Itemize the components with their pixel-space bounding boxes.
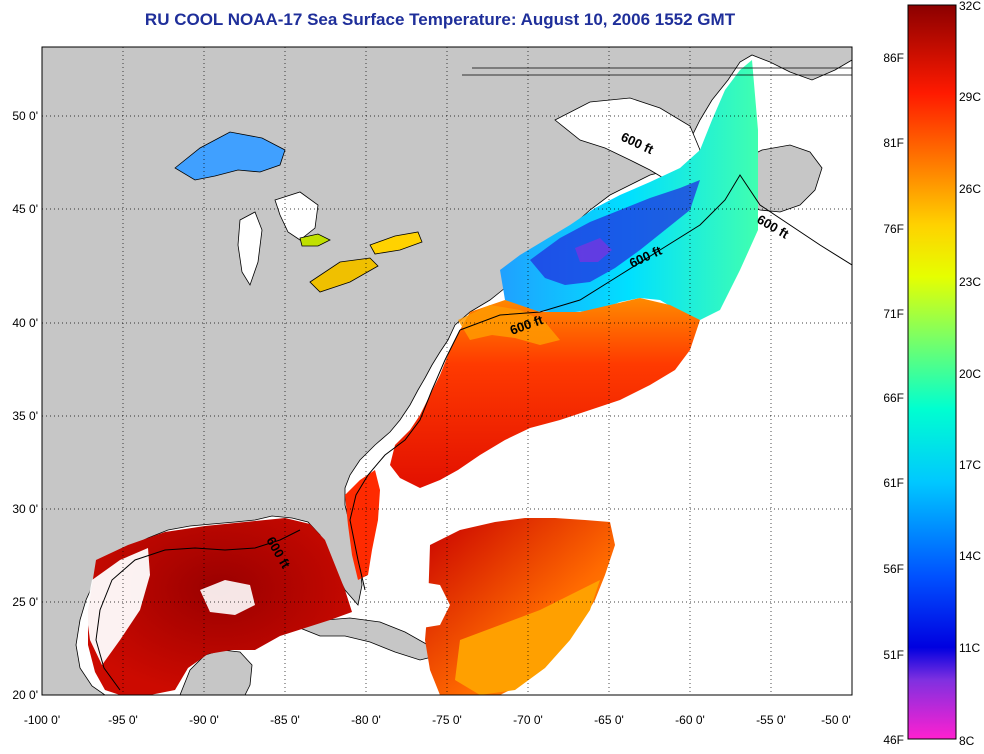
celsius-label: 8C <box>959 734 975 748</box>
fahrenheit-label: 71F <box>883 307 904 321</box>
gulf-nodata-west <box>86 548 150 665</box>
lake-erie <box>309 257 379 293</box>
x-tick-label: -55 0' <box>756 713 786 727</box>
celsius-label: 20C <box>959 367 981 381</box>
y-tick-label: 35 0' <box>12 409 38 423</box>
x-tick-label: -90 0' <box>189 713 219 727</box>
x-tick-label: -60 0' <box>675 713 705 727</box>
colorbar-fahrenheit-labels: 86F 81F 76F 71F 66F 61F 56F 51F 46F <box>883 51 904 747</box>
x-tick-label: -80 0' <box>351 713 381 727</box>
contour-600ft-gulf <box>95 529 301 691</box>
celsius-label: 29C <box>959 90 981 104</box>
fahrenheit-label: 76F <box>883 222 904 236</box>
sst-shelf-orange <box>458 305 560 345</box>
lake-superior <box>174 131 286 181</box>
x-tick-label: -75 0' <box>432 713 462 727</box>
celsius-label: 11C <box>959 641 980 655</box>
x-tick-label: -65 0' <box>594 713 624 727</box>
celsius-label: 23C <box>959 275 981 289</box>
sst-coastal-blue <box>530 180 700 285</box>
contour-600ft-east <box>459 174 852 331</box>
fahrenheit-label: 56F <box>883 562 904 576</box>
y-tick-label: 20 0' <box>12 688 38 702</box>
latitude-lines-ne <box>462 67 852 76</box>
fahrenheit-label: 81F <box>883 136 904 150</box>
bahamas-nodata <box>380 580 450 630</box>
fahrenheit-label: 46F <box>883 733 904 747</box>
lake-huron <box>274 191 319 241</box>
y-tick-label: 30 0' <box>12 502 38 516</box>
graticule <box>42 47 852 695</box>
land-mass <box>42 47 852 695</box>
x-tick-label: -100 0' <box>24 713 60 727</box>
fahrenheit-label: 61F <box>883 476 904 490</box>
sst-caribbean-orange <box>455 580 600 695</box>
sst-atlantic <box>390 298 700 488</box>
lake-stclair <box>299 233 331 247</box>
y-tick-label: 45 0' <box>12 202 38 216</box>
x-tick-label: -85 0' <box>270 713 300 727</box>
celsius-label: 17C <box>959 458 981 472</box>
map-title: RU COOL NOAA-17 Sea Surface Temperature:… <box>144 10 736 29</box>
fahrenheit-label: 86F <box>883 51 904 65</box>
colorbar-celsius-labels: 32C 29C 26C 23C 20C 17C 14C 11C 8C <box>959 0 981 748</box>
gulf-nodata-center <box>200 580 255 615</box>
x-axis: -100 0' -95 0' -90 0' -85 0' -80 0' -75 … <box>24 713 851 727</box>
lake-ontario <box>369 231 423 255</box>
fahrenheit-label: 66F <box>883 391 904 405</box>
yucatan <box>179 649 253 695</box>
celsius-label: 26C <box>959 182 981 196</box>
fahrenheit-label: 51F <box>883 648 904 662</box>
x-tick-label: -50 0' <box>821 713 851 727</box>
celsius-label: 32C <box>959 0 981 13</box>
y-tick-label: 25 0' <box>12 595 38 609</box>
sst-fundy-purple <box>575 238 612 262</box>
plot-frame <box>41 46 853 696</box>
y-tick-label: 40 0' <box>12 316 38 330</box>
colorbar <box>907 4 957 740</box>
y-axis: 20 0' 25 0' 30 0' 35 0' 40 0' 45 0' 50 0… <box>12 109 38 702</box>
contour-600ft-south <box>349 329 461 591</box>
y-tick-label: 50 0' <box>12 109 38 123</box>
x-tick-label: -95 0' <box>108 713 138 727</box>
lake-michigan <box>237 211 263 286</box>
celsius-label: 14C <box>959 549 981 563</box>
sst-florida-coast <box>345 470 380 580</box>
x-tick-label: -70 0' <box>513 713 543 727</box>
